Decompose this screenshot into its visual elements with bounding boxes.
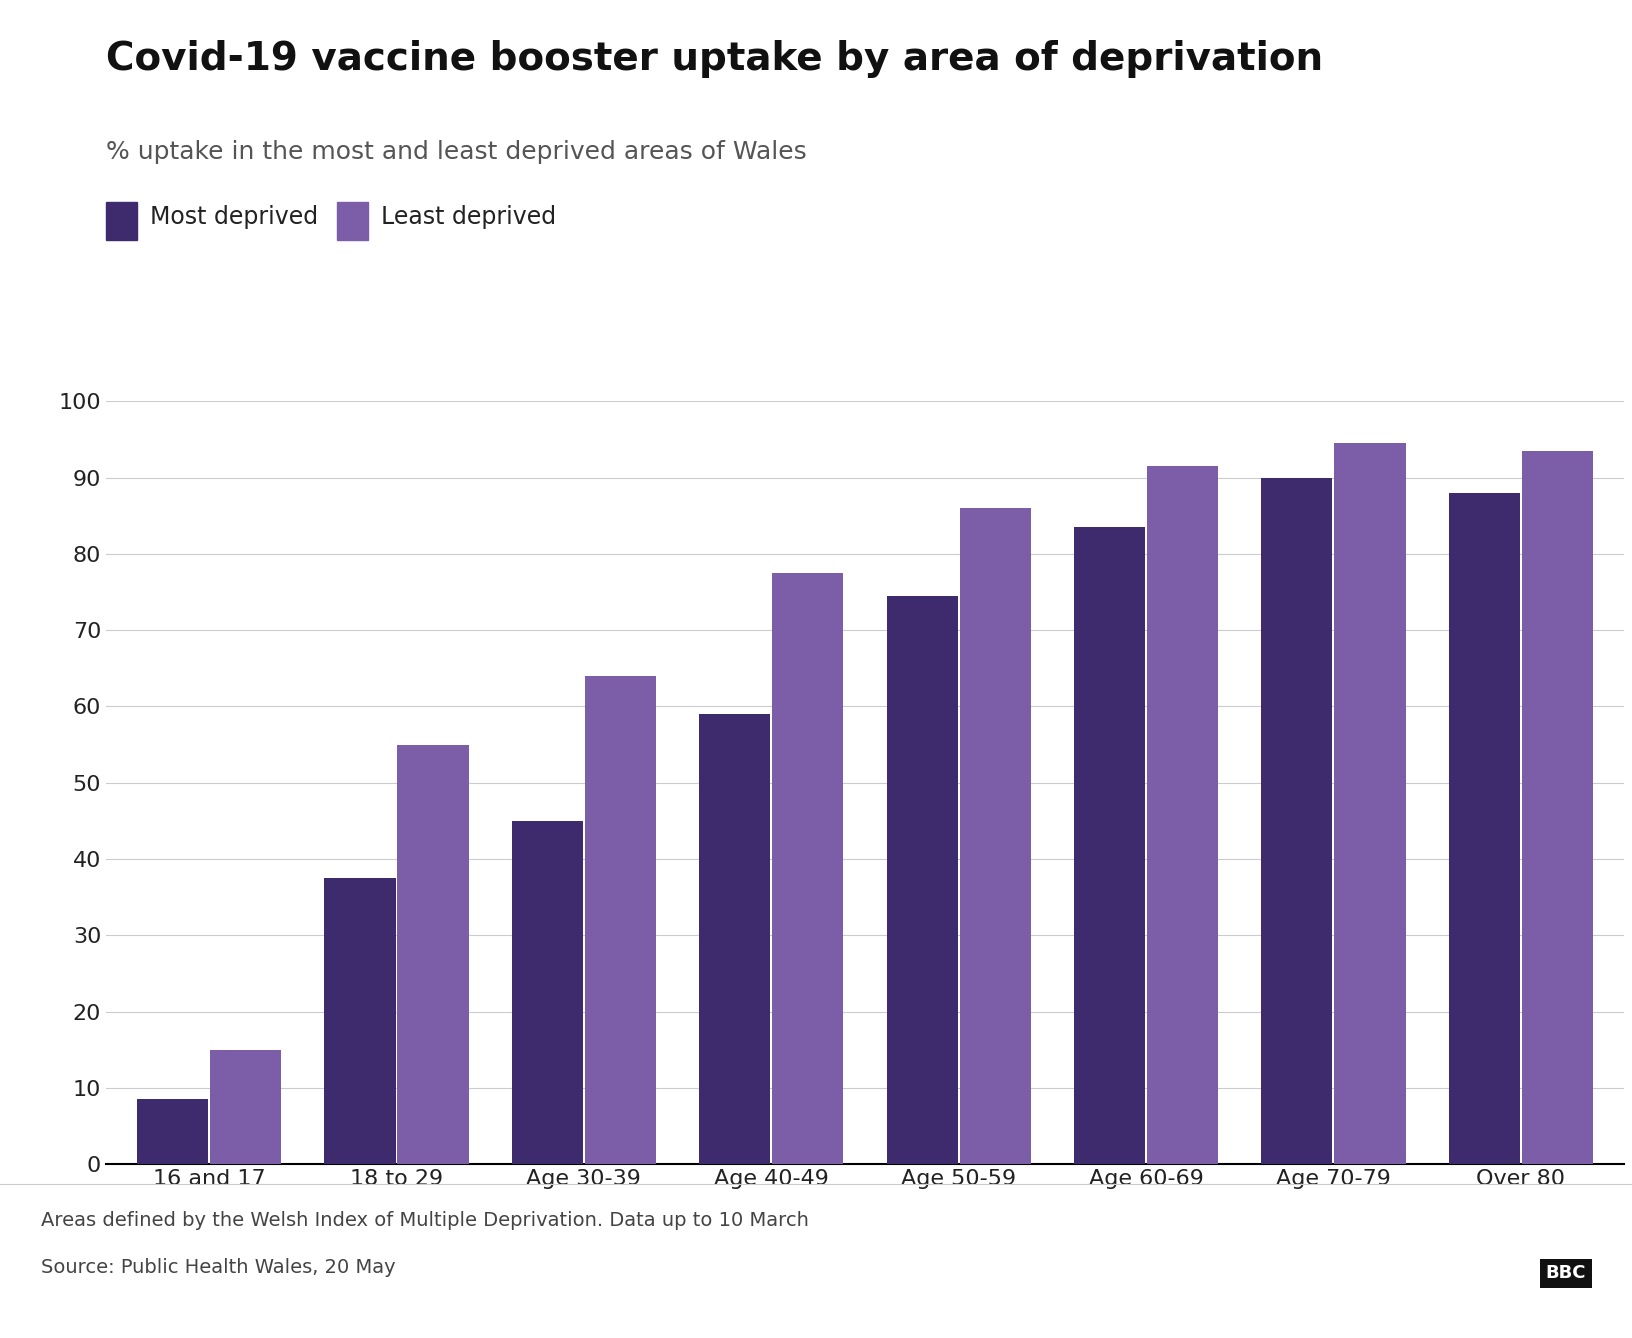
Bar <box>398 744 468 1164</box>
Bar <box>960 508 1031 1164</box>
Text: % uptake in the most and least deprived areas of Wales: % uptake in the most and least deprived … <box>106 140 806 165</box>
Bar <box>1521 451 1593 1164</box>
Bar <box>1074 527 1146 1164</box>
Bar <box>584 676 656 1164</box>
Bar <box>137 1100 209 1164</box>
Text: Areas defined by the Welsh Index of Multiple Deprivation. Data up to 10 March: Areas defined by the Welsh Index of Mult… <box>41 1211 809 1230</box>
Bar <box>512 822 583 1164</box>
Bar <box>325 878 395 1164</box>
Text: Source: Public Health Wales, 20 May: Source: Public Health Wales, 20 May <box>41 1258 395 1276</box>
Text: Most deprived: Most deprived <box>150 205 318 229</box>
Bar <box>211 1049 281 1164</box>
Bar <box>886 595 958 1164</box>
Text: Least deprived: Least deprived <box>380 205 557 229</box>
Text: BBC: BBC <box>1546 1264 1586 1282</box>
Bar <box>1262 478 1332 1164</box>
Bar <box>1335 443 1405 1164</box>
Bar <box>772 573 844 1164</box>
Bar <box>698 714 770 1164</box>
Bar <box>1449 492 1519 1164</box>
Text: Covid-19 vaccine booster uptake by area of deprivation: Covid-19 vaccine booster uptake by area … <box>106 40 1324 78</box>
Bar <box>1147 466 1217 1164</box>
